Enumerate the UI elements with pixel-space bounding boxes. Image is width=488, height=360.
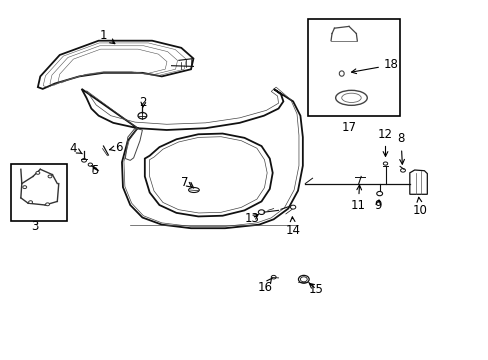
Text: 18: 18 <box>351 58 398 73</box>
Text: 13: 13 <box>244 212 259 225</box>
Ellipse shape <box>29 201 32 203</box>
Bar <box>307 19 399 116</box>
Text: 7: 7 <box>181 176 191 189</box>
Ellipse shape <box>23 186 27 189</box>
Text: 15: 15 <box>308 283 323 296</box>
Ellipse shape <box>48 175 52 178</box>
Text: 9: 9 <box>374 198 381 212</box>
Bar <box>11 164 67 221</box>
Text: 17: 17 <box>341 121 356 134</box>
Text: 6: 6 <box>109 141 122 154</box>
Text: 14: 14 <box>285 217 300 237</box>
Text: 1: 1 <box>100 29 115 44</box>
Text: 3: 3 <box>31 220 38 233</box>
Ellipse shape <box>45 203 49 206</box>
Text: 12: 12 <box>377 128 392 156</box>
Ellipse shape <box>36 171 40 174</box>
Text: 10: 10 <box>412 197 427 217</box>
Text: 16: 16 <box>257 278 272 294</box>
Text: 8: 8 <box>397 132 404 164</box>
Text: 2: 2 <box>140 96 147 109</box>
Text: 4: 4 <box>69 142 82 155</box>
Text: 11: 11 <box>350 185 365 212</box>
Text: 5: 5 <box>91 164 98 177</box>
